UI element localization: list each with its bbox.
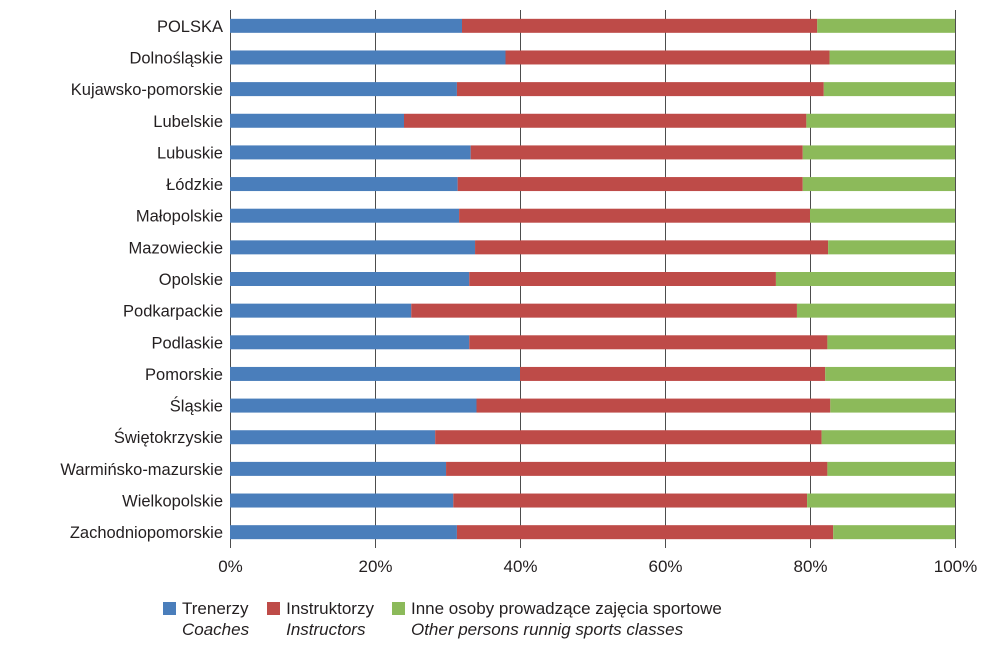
- bar-podkarpackie-other-persons-runnig-sports-classes: [796, 303, 955, 318]
- category-label: Małopolskie: [136, 208, 223, 226]
- legend-item-other-persons: Inne osoby prowadzące zajęcia sportowe O…: [391, 598, 722, 640]
- bar-pomorskie-coaches: [230, 366, 520, 381]
- category-label: Podkarpackie: [123, 303, 223, 321]
- x-tick-label: 100%: [934, 557, 977, 576]
- bar-lubuskie-coaches: [230, 145, 471, 160]
- legend-label-instructors: Instruktorzy: [286, 599, 374, 618]
- category-label: Lubelskie: [153, 113, 223, 131]
- legend-item-coaches: Trenerzy Coaches: [163, 598, 249, 640]
- category-label: Mazowieckie: [129, 239, 223, 257]
- category-label: Lubuskie: [157, 144, 223, 162]
- bar-slaskie-coaches: [230, 398, 477, 413]
- bar-opolskie-other-persons-runnig-sports-classes: [775, 272, 955, 286]
- x-tick-label: 0%: [218, 557, 243, 576]
- bar-kujawsko-pomorskie-other-persons-runnig-sports-classes: [823, 82, 955, 97]
- category-label: Zachodniopomorskie: [70, 524, 223, 542]
- bar-slaskie-instructors: [476, 398, 831, 413]
- category-label: Podlaskie: [151, 334, 223, 352]
- bar-polska-instructors: [462, 18, 818, 33]
- legend-swatch-coaches: [163, 602, 176, 615]
- bar-lubelskie-instructors: [404, 113, 807, 128]
- bar-pomorskie-instructors: [520, 366, 826, 381]
- bar-slaskie-other-persons-runnig-sports-classes: [830, 398, 955, 413]
- x-tick-label: 60%: [648, 557, 682, 576]
- legend-label-instructors-en: Instructors: [286, 620, 366, 639]
- legend-item-instructors: Instruktorzy Instructors: [267, 598, 374, 640]
- bar-lubuskie-instructors: [470, 145, 803, 160]
- bar-wielkopolskie-instructors: [453, 493, 808, 508]
- bar-lodzkie-instructors: [457, 177, 803, 192]
- category-label: Opolskie: [159, 271, 223, 289]
- legend: Trenerzy Coaches Instruktorzy Instructor…: [163, 598, 722, 640]
- legend-swatch-other-persons: [391, 602, 405, 615]
- bar-malopolskie-coaches: [230, 208, 460, 223]
- category-label: Łódzkie: [166, 176, 223, 194]
- bars: [230, 18, 955, 540]
- bar-dolnoslaskie-coaches: [230, 50, 506, 65]
- bar-lubelskie-coaches: [230, 113, 404, 128]
- bar-podlaskie-coaches: [230, 335, 470, 350]
- category-label: Kujawsko-pomorskie: [71, 81, 223, 99]
- bar-malopolskie-other-persons-runnig-sports-classes: [810, 208, 955, 223]
- bar-podlaskie-instructors: [469, 335, 828, 350]
- bar-warminsko-mazurskie-coaches: [230, 461, 447, 476]
- bar-malopolskie-instructors: [459, 208, 810, 223]
- bar-zachodniopomorskie-coaches: [230, 525, 457, 540]
- category-label: POLSKA: [157, 18, 223, 36]
- bar-zachodniopomorskie-instructors: [456, 525, 834, 540]
- bar-mazowieckie-other-persons-runnig-sports-classes: [828, 240, 955, 255]
- legend-label-coaches: Trenerzy: [182, 599, 249, 618]
- bar-wielkopolskie-coaches: [230, 493, 454, 508]
- bar-swietokrzyskie-other-persons-runnig-sports-classes: [821, 430, 955, 445]
- x-tick-label: 40%: [503, 557, 537, 576]
- bar-polska-coaches: [230, 18, 462, 33]
- category-label: Dolnośląskie: [129, 49, 223, 67]
- bar-dolnoslaskie-instructors: [505, 50, 830, 65]
- x-tick-label: 20%: [358, 557, 392, 576]
- bar-polska-other-persons-runnig-sports-classes: [817, 18, 955, 33]
- legend-swatch-instructors: [267, 602, 281, 615]
- bar-swietokrzyskie-coaches: [230, 430, 436, 445]
- category-label: Warmińsko-mazurskie: [60, 461, 223, 479]
- bar-lubuskie-other-persons-runnig-sports-classes: [802, 145, 955, 160]
- category-label: Śląskie: [170, 397, 223, 416]
- bar-lubelskie-other-persons-runnig-sports-classes: [806, 113, 955, 128]
- category-label: Świętokrzyskie: [114, 428, 223, 447]
- category-label: Wielkopolskie: [122, 493, 223, 511]
- legend-label-other-persons-en: Other persons runnig sports classes: [410, 620, 684, 639]
- bar-opolskie-coaches: [230, 272, 470, 286]
- bar-mazowieckie-instructors: [475, 240, 829, 255]
- legend-label-other-persons: Inne osoby prowadzące zajęcia sportowe: [410, 599, 722, 618]
- bar-swietokrzyskie-instructors: [435, 430, 822, 445]
- bar-pomorskie-other-persons-runnig-sports-classes: [825, 366, 955, 381]
- bar-kujawsko-pomorskie-coaches: [230, 82, 457, 97]
- bar-wielkopolskie-other-persons-runnig-sports-classes: [807, 493, 955, 508]
- bar-lodzkie-other-persons-runnig-sports-classes: [802, 177, 955, 192]
- bar-podlaskie-other-persons-runnig-sports-classes: [827, 335, 955, 350]
- x-axis-tick-labels: 0% 20% 40% 60% 80% 100%: [218, 557, 977, 576]
- bar-lodzkie-coaches: [230, 177, 458, 192]
- category-labels: POLSKA Dolnośląskie Kujawsko-pomorskie Lube…: [60, 18, 223, 542]
- bar-warminsko-mazurskie-instructors: [446, 461, 828, 476]
- bar-warminsko-mazurskie-other-persons-runnig-sports-classes: [827, 461, 955, 476]
- x-tick-label: 80%: [793, 557, 827, 576]
- bar-mazowieckie-coaches: [230, 240, 476, 255]
- legend-label-coaches-en: Coaches: [182, 620, 250, 639]
- bar-dolnoslaskie-other-persons-runnig-sports-classes: [829, 50, 955, 65]
- bar-opolskie-instructors: [469, 272, 776, 286]
- bar-kujawsko-pomorskie-instructors: [456, 82, 824, 97]
- bar-podkarpackie-instructors: [411, 303, 797, 318]
- bar-podkarpackie-coaches: [230, 303, 412, 318]
- bar-zachodniopomorskie-other-persons-runnig-sports-classes: [833, 525, 955, 540]
- category-label: Pomorskie: [145, 366, 223, 384]
